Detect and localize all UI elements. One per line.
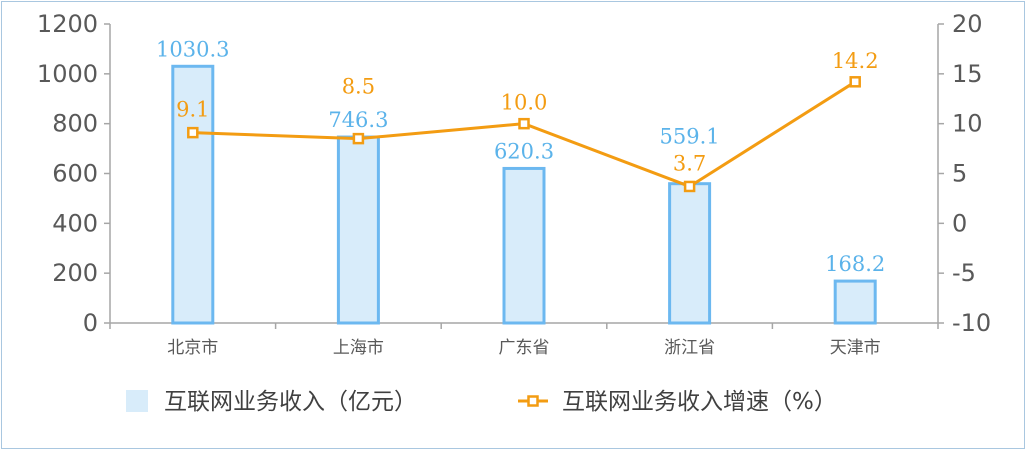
bar-series <box>171 64 877 325</box>
y-left-tick-label: 200 <box>52 259 98 287</box>
x-category-label: 天津市 <box>830 338 881 358</box>
y-right-tick-label: 10 <box>952 110 983 138</box>
line-series <box>187 76 861 193</box>
bar <box>833 279 877 325</box>
y-left-tick-label: 400 <box>52 209 98 237</box>
x-category-label: 上海市 <box>333 338 384 358</box>
y-left-tick-label: 1200 <box>37 10 98 38</box>
y-left-tick-label: 0 <box>83 309 98 337</box>
bar-value-label: 620.3 <box>494 139 554 163</box>
bar-value-label: 1030.3 <box>156 37 229 61</box>
y-right-tick-label: 20 <box>952 10 983 38</box>
x-category-label: 广东省 <box>499 338 550 358</box>
legend-line-marker <box>527 395 539 407</box>
legend-bar-label: 互联网业务收入（亿元） <box>164 389 417 415</box>
bar-value-label: 746.3 <box>328 108 388 132</box>
bar-value-label: 168.2 <box>825 252 885 276</box>
legend-line-label: 互联网业务收入增速（%） <box>562 389 837 415</box>
line-value-label: 9.1 <box>176 98 209 122</box>
y-right-tick-label: -5 <box>952 259 976 287</box>
x-category-label: 浙江省 <box>664 338 715 358</box>
bar <box>336 135 380 325</box>
line-point <box>683 180 696 193</box>
y-left-tick-label: 600 <box>52 160 98 188</box>
y-right-tick-label: 15 <box>952 60 983 88</box>
line-point <box>352 132 365 145</box>
y-left-tick-label: 800 <box>52 110 98 138</box>
bar <box>502 166 546 325</box>
line-point <box>849 76 861 88</box>
legend: 互联网业务收入（亿元） 互联网业务收入增速（%） <box>126 389 837 415</box>
line-value-label: 3.7 <box>673 151 706 175</box>
chart-axes: 0 200 400 600 800 1000 1200 -10 -5 0 5 10 15 20 北京市 上海市… <box>37 10 991 358</box>
line-point <box>518 117 530 130</box>
y-right-tick-label: 0 <box>952 209 967 237</box>
line-value-label: 8.5 <box>342 75 375 99</box>
line-value-label: 14.2 <box>832 49 879 73</box>
line-value-label: 10.0 <box>501 91 548 115</box>
y-right-tick-label: 5 <box>952 160 967 188</box>
line-point <box>187 126 199 139</box>
legend-bar-swatch <box>126 390 148 412</box>
y-right-tick-label: -10 <box>952 309 991 337</box>
bar <box>171 64 215 325</box>
data-labels: 1030.3 746.3 620.3 559.1 168.2 9.1 8.5 10.0 3.7 1… <box>156 37 885 276</box>
bar-value-label: 559.1 <box>660 125 720 149</box>
bar <box>668 182 712 325</box>
y-left-tick-label: 1000 <box>37 60 98 88</box>
x-category-label: 北京市 <box>167 338 218 358</box>
